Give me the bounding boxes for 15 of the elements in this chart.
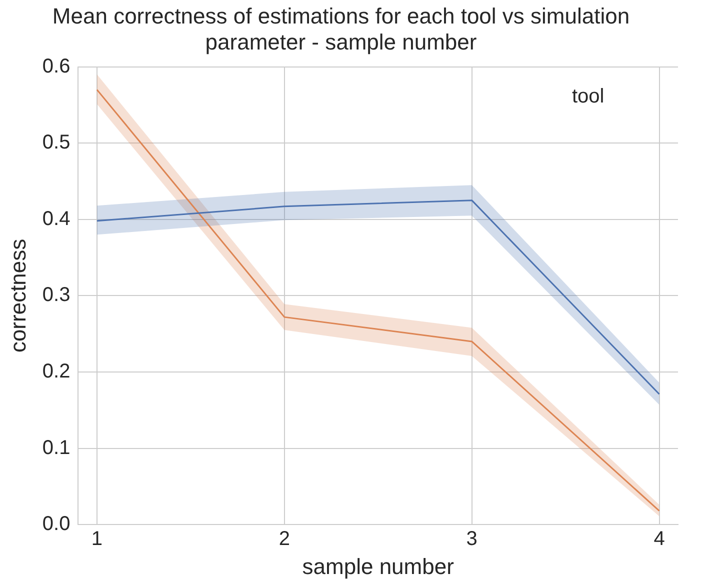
y-tick-label: 0.2 bbox=[42, 360, 70, 383]
y-tick-label: 0.4 bbox=[42, 208, 70, 230]
x-tick-label: 1 bbox=[91, 528, 103, 550]
chart-title: Mean correctness of estimations for each tool vs simulation parameter - sample number bbox=[52, 3, 630, 55]
x-tick-label: 2 bbox=[278, 528, 290, 550]
y-tick-label: 0.0 bbox=[42, 513, 70, 536]
legend-title: tool bbox=[572, 85, 604, 108]
x-tick-label: 4 bbox=[654, 528, 665, 550]
y-tick-label: 0.1 bbox=[42, 436, 70, 459]
y-tick-label: 0.3 bbox=[42, 284, 70, 306]
x-axis-title: sample number bbox=[302, 554, 454, 579]
x-tick-label: 3 bbox=[466, 528, 478, 550]
y-tick-label: 0.5 bbox=[42, 132, 70, 154]
y-tick-label: 0.6 bbox=[42, 55, 70, 78]
y-axis-title: correctness bbox=[5, 238, 30, 353]
